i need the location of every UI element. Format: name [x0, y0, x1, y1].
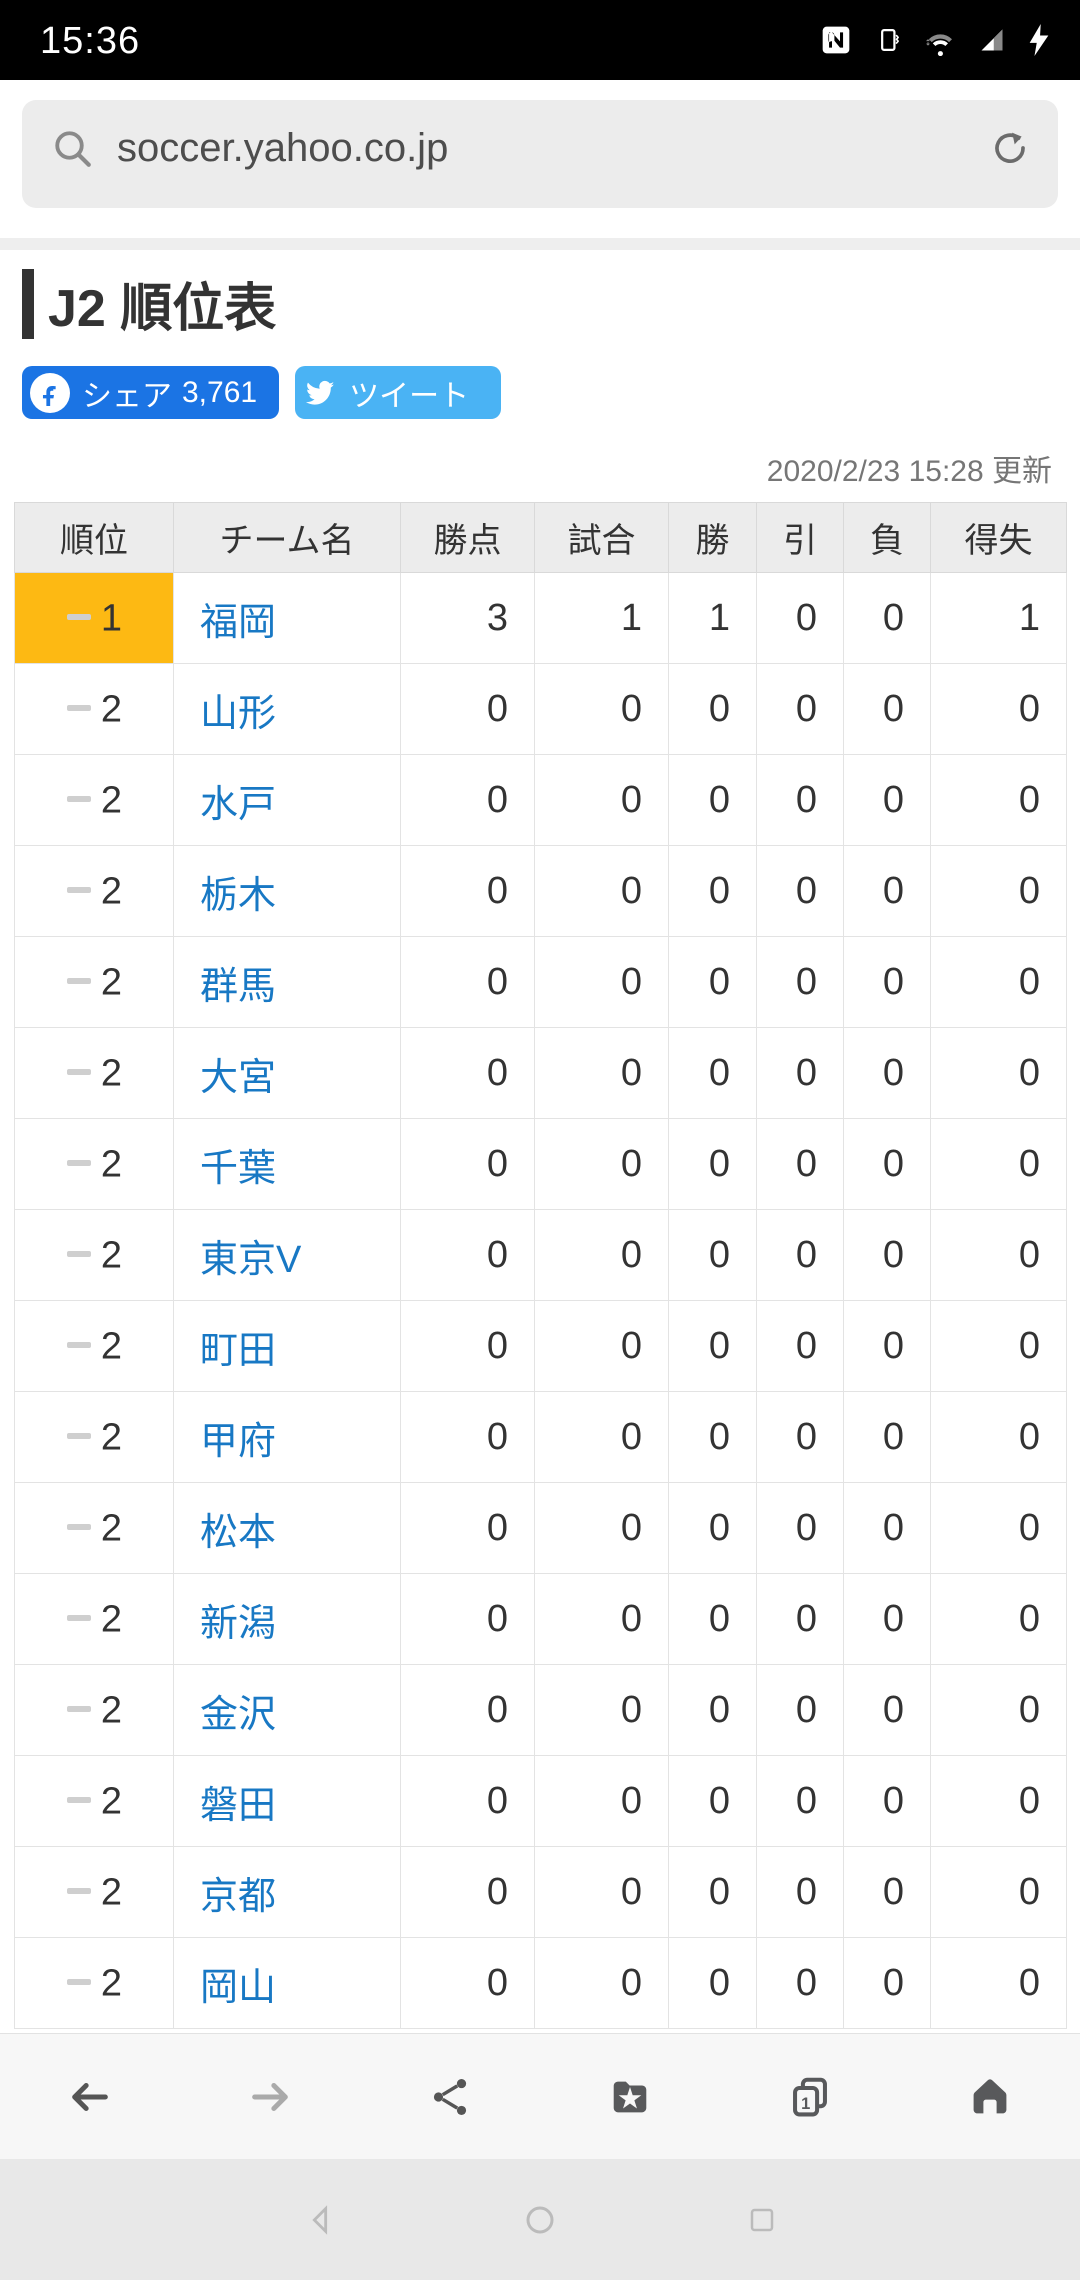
svg-text:1: 1	[801, 2094, 810, 2112]
